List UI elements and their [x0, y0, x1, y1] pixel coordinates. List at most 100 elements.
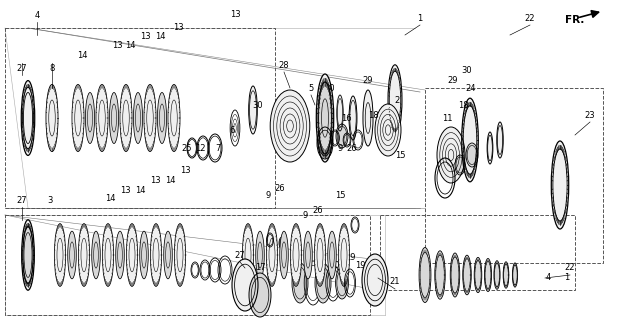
Text: 27: 27	[17, 63, 27, 73]
Text: 29: 29	[363, 76, 373, 84]
Text: 21: 21	[390, 277, 400, 286]
Text: 11: 11	[442, 114, 452, 123]
Ellipse shape	[503, 262, 509, 288]
Text: 9: 9	[337, 143, 343, 153]
Text: 19: 19	[367, 266, 377, 275]
Text: 16: 16	[341, 114, 351, 123]
Text: 2: 2	[394, 95, 399, 105]
Text: 15: 15	[395, 150, 405, 159]
Text: 18: 18	[367, 110, 378, 119]
Ellipse shape	[463, 255, 472, 295]
Ellipse shape	[242, 224, 254, 286]
Ellipse shape	[164, 231, 173, 279]
Text: 28: 28	[279, 60, 289, 69]
Ellipse shape	[127, 224, 137, 286]
Ellipse shape	[363, 90, 373, 146]
Ellipse shape	[362, 254, 388, 306]
Ellipse shape	[337, 95, 343, 131]
Ellipse shape	[512, 263, 518, 287]
Ellipse shape	[86, 92, 95, 143]
Text: 9: 9	[302, 211, 307, 220]
Ellipse shape	[339, 224, 350, 286]
Ellipse shape	[232, 259, 258, 311]
Text: 13: 13	[229, 10, 240, 19]
Ellipse shape	[23, 227, 33, 283]
Ellipse shape	[144, 84, 156, 152]
Ellipse shape	[134, 92, 142, 143]
Text: 1: 1	[417, 13, 422, 22]
Ellipse shape	[92, 231, 100, 279]
Text: 12: 12	[195, 143, 205, 153]
Text: 30: 30	[462, 66, 472, 75]
Text: 8: 8	[49, 63, 55, 73]
Text: 15: 15	[335, 190, 345, 199]
Ellipse shape	[54, 224, 66, 286]
Ellipse shape	[551, 141, 569, 229]
Text: 26: 26	[275, 183, 285, 193]
Text: 14: 14	[135, 186, 145, 195]
Ellipse shape	[484, 259, 491, 292]
Text: 14: 14	[125, 41, 135, 50]
Text: 7: 7	[215, 143, 220, 153]
Ellipse shape	[96, 84, 108, 152]
Text: 3: 3	[47, 196, 52, 204]
Text: 14: 14	[155, 31, 166, 41]
Text: 14: 14	[105, 194, 115, 203]
Ellipse shape	[319, 82, 332, 154]
Text: 25: 25	[181, 143, 192, 153]
Ellipse shape	[280, 231, 288, 279]
Text: 22: 22	[565, 263, 575, 273]
Text: 24: 24	[466, 84, 476, 92]
Ellipse shape	[335, 267, 348, 299]
Ellipse shape	[497, 122, 504, 158]
Ellipse shape	[256, 231, 265, 279]
Text: FR.: FR.	[566, 15, 585, 25]
Text: 20: 20	[330, 260, 340, 269]
Text: 19: 19	[345, 253, 355, 262]
Ellipse shape	[290, 224, 302, 286]
Ellipse shape	[22, 220, 35, 290]
Ellipse shape	[249, 273, 271, 317]
Ellipse shape	[494, 261, 500, 289]
Text: 10: 10	[318, 124, 328, 132]
Text: 23: 23	[585, 110, 596, 119]
Text: 29: 29	[448, 76, 458, 84]
Ellipse shape	[435, 251, 445, 299]
Ellipse shape	[419, 247, 431, 302]
Text: 4: 4	[545, 274, 551, 283]
Ellipse shape	[72, 84, 84, 152]
Text: 13: 13	[112, 41, 122, 50]
Ellipse shape	[292, 263, 308, 303]
Text: 18: 18	[458, 100, 468, 109]
Ellipse shape	[336, 124, 348, 148]
Ellipse shape	[314, 224, 326, 286]
Ellipse shape	[462, 98, 478, 182]
Ellipse shape	[174, 224, 186, 286]
Ellipse shape	[316, 74, 334, 162]
Text: 27: 27	[17, 196, 27, 204]
Text: 30: 30	[252, 100, 263, 109]
Text: 22: 22	[525, 13, 535, 22]
Text: 13: 13	[140, 31, 150, 41]
Text: 26: 26	[347, 143, 357, 153]
Ellipse shape	[157, 92, 167, 143]
Ellipse shape	[474, 257, 482, 292]
Ellipse shape	[455, 155, 465, 175]
Ellipse shape	[317, 127, 333, 159]
Text: 9: 9	[265, 190, 271, 199]
Ellipse shape	[102, 224, 114, 286]
Text: 20: 20	[315, 253, 325, 262]
Text: 1: 1	[564, 274, 569, 283]
Ellipse shape	[315, 263, 331, 303]
Text: 13: 13	[180, 165, 190, 174]
Text: 13: 13	[173, 22, 183, 31]
Ellipse shape	[466, 143, 478, 167]
Ellipse shape	[116, 231, 124, 279]
Ellipse shape	[21, 81, 35, 156]
Text: 27: 27	[235, 251, 245, 260]
Text: 4: 4	[35, 11, 40, 20]
Text: 5: 5	[309, 84, 314, 92]
Text: 19: 19	[378, 270, 389, 279]
Text: 19: 19	[355, 260, 366, 269]
Ellipse shape	[349, 96, 357, 140]
